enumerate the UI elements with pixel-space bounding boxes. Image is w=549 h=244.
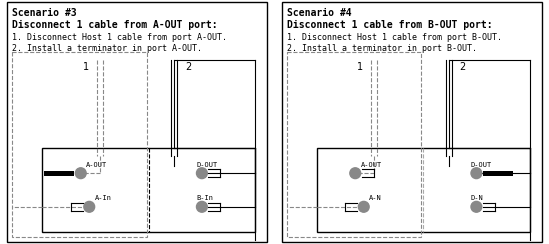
Text: D-OUT: D-OUT <box>471 162 492 168</box>
Bar <box>287 52 421 237</box>
Text: 2. Install a terminator in port B-OUT.: 2. Install a terminator in port B-OUT. <box>287 44 477 53</box>
Bar <box>317 148 529 232</box>
Text: A-In: A-In <box>94 195 111 201</box>
Bar <box>282 2 541 242</box>
Text: 1. Disconnect Host 1 cable from port A-OUT.: 1. Disconnect Host 1 cable from port A-O… <box>13 33 227 42</box>
Circle shape <box>350 168 361 179</box>
Text: A-OUT: A-OUT <box>361 162 382 168</box>
Text: Scenario #3: Scenario #3 <box>13 8 77 18</box>
Circle shape <box>197 201 208 212</box>
Text: D-OUT: D-OUT <box>197 162 218 168</box>
Text: Scenario #4: Scenario #4 <box>287 8 351 18</box>
Bar <box>42 148 255 232</box>
Text: 1: 1 <box>357 62 363 72</box>
Bar <box>483 171 513 176</box>
Circle shape <box>471 168 482 179</box>
Bar <box>13 52 147 237</box>
Text: 2: 2 <box>185 62 192 72</box>
Text: 1: 1 <box>83 62 89 72</box>
Circle shape <box>84 201 94 212</box>
Circle shape <box>75 168 86 179</box>
Text: B-In: B-In <box>197 195 214 201</box>
Circle shape <box>358 201 369 212</box>
Text: D-N: D-N <box>471 195 484 201</box>
Text: Disconnect 1 cable from B-OUT port:: Disconnect 1 cable from B-OUT port: <box>287 20 492 30</box>
Bar <box>8 2 267 242</box>
Text: Disconnect 1 cable from A-OUT port:: Disconnect 1 cable from A-OUT port: <box>13 20 218 30</box>
Text: 2. Install a terminator in port A-OUT.: 2. Install a terminator in port A-OUT. <box>13 44 203 53</box>
Text: 1. Disconnect Host 1 cable from port B-OUT.: 1. Disconnect Host 1 cable from port B-O… <box>287 33 502 42</box>
Bar <box>44 171 74 176</box>
Text: 2: 2 <box>460 62 466 72</box>
Text: A-N: A-N <box>369 195 382 201</box>
Circle shape <box>197 168 208 179</box>
Circle shape <box>471 201 482 212</box>
Text: A-OUT: A-OUT <box>86 162 108 168</box>
